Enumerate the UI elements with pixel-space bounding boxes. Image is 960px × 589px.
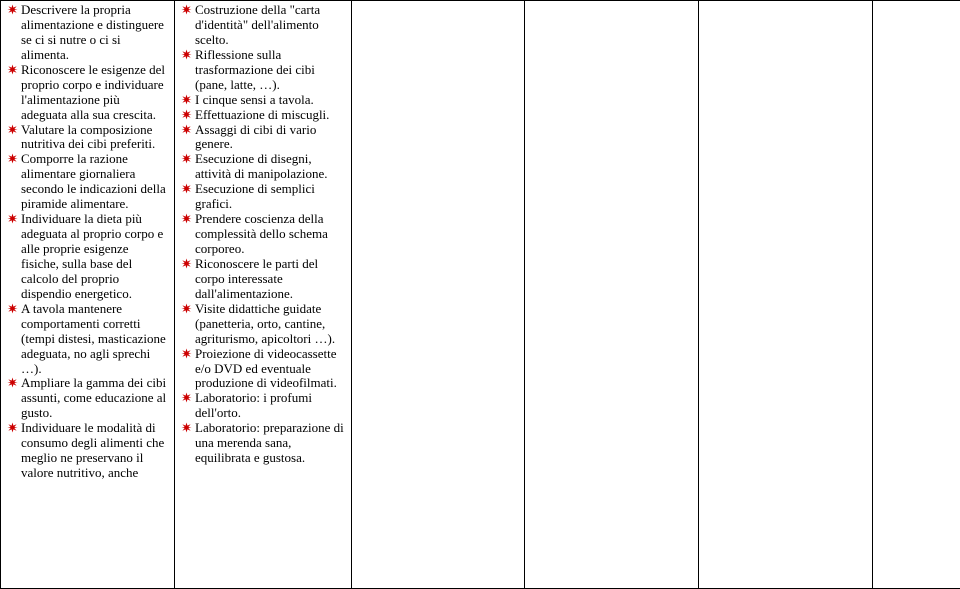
burst-icon	[7, 302, 21, 314]
list-item: Laboratorio: preparazione di una merenda…	[181, 421, 345, 466]
col1-list: Descrivere la propria alimentazione e di…	[1, 1, 174, 483]
list-item-text: Prendere coscienza della complessità del…	[195, 212, 345, 257]
list-item-text: Assaggi di cibi di vario genere.	[195, 123, 345, 153]
burst-icon	[181, 421, 195, 433]
burst-icon	[181, 212, 195, 224]
cell-col-3	[352, 1, 525, 589]
burst-icon	[181, 93, 195, 105]
burst-icon	[7, 376, 21, 388]
list-item-text: Comporre la razione alimentare giornalie…	[21, 152, 168, 212]
burst-icon	[181, 3, 195, 15]
list-item: Comporre la razione alimentare giornalie…	[7, 152, 168, 212]
burst-icon	[181, 347, 195, 359]
list-item: Ampliare la gamma dei cibi assunti, come…	[7, 376, 168, 421]
list-item: Visite didattiche guidate (panetteria, o…	[181, 302, 345, 347]
cell-col-4	[525, 1, 699, 589]
burst-icon	[181, 257, 195, 269]
list-item: Esecuzione di semplici grafici.	[181, 182, 345, 212]
burst-icon	[7, 152, 21, 164]
list-item: Esecuzione di disegni, attività di manip…	[181, 152, 345, 182]
list-item: Effettuazione di miscugli.	[181, 108, 345, 123]
cell-col-2: Costruzione della "carta d'identità" del…	[175, 1, 352, 589]
list-item: Assaggi di cibi di vario genere.	[181, 123, 345, 153]
list-item-text: Individuare le modalità di consumo degli…	[21, 421, 168, 481]
list-item-text: Costruzione della "carta d'identità" del…	[195, 3, 345, 48]
burst-icon	[181, 302, 195, 314]
burst-icon	[7, 212, 21, 224]
list-item-text: Individuare la dieta più adeguata al pro…	[21, 212, 168, 302]
burst-icon	[181, 123, 195, 135]
list-item-text: Valutare la composizione nutritiva dei c…	[21, 123, 168, 153]
list-item: Riconoscere le parti del corpo interessa…	[181, 257, 345, 302]
burst-icon	[181, 152, 195, 164]
list-item-text: Ampliare la gamma dei cibi assunti, come…	[21, 376, 168, 421]
list-item-text: Descrivere la propria alimentazione e di…	[21, 3, 168, 63]
list-item: Riflessione sulla trasformazione dei cib…	[181, 48, 345, 93]
burst-icon	[7, 63, 21, 75]
cell-col-5	[699, 1, 873, 589]
list-item: Descrivere la propria alimentazione e di…	[7, 3, 168, 63]
cell-col-6	[873, 1, 960, 589]
burst-icon	[181, 391, 195, 403]
list-item-text: Esecuzione di disegni, attività di manip…	[195, 152, 345, 182]
list-item: Individuare le modalità di consumo degli…	[7, 421, 168, 481]
page: Descrivere la propria alimentazione e di…	[0, 0, 960, 589]
list-item: Individuare la dieta più adeguata al pro…	[7, 212, 168, 302]
list-item: Proiezione di videocassette e/o DVD ed e…	[181, 347, 345, 392]
list-item-text: Visite didattiche guidate (panetteria, o…	[195, 302, 345, 347]
table-row: Descrivere la propria alimentazione e di…	[1, 1, 960, 589]
list-item: Costruzione della "carta d'identità" del…	[181, 3, 345, 48]
cell-col-1: Descrivere la propria alimentazione e di…	[1, 1, 175, 589]
list-item-text: A tavola mantenere comportamenti corrett…	[21, 302, 168, 377]
list-item-text: Laboratorio: i profumi dell'orto.	[195, 391, 345, 421]
list-item-text: Laboratorio: preparazione di una merenda…	[195, 421, 345, 466]
list-item: Prendere coscienza della complessità del…	[181, 212, 345, 257]
list-item-text: Riconoscere le parti del corpo interessa…	[195, 257, 345, 302]
list-item-text: Riflessione sulla trasformazione dei cib…	[195, 48, 345, 93]
list-item-text: Riconoscere le esigenze del proprio corp…	[21, 63, 168, 123]
burst-icon	[181, 182, 195, 194]
col2-list: Costruzione della "carta d'identità" del…	[175, 1, 351, 468]
list-item: I cinque sensi a tavola.	[181, 93, 345, 108]
list-item: A tavola mantenere comportamenti corrett…	[7, 302, 168, 377]
content-table: Descrivere la propria alimentazione e di…	[0, 0, 960, 589]
list-item-text: Proiezione di videocassette e/o DVD ed e…	[195, 347, 345, 392]
list-item: Laboratorio: i profumi dell'orto.	[181, 391, 345, 421]
burst-icon	[181, 48, 195, 60]
burst-icon	[7, 123, 21, 135]
list-item-text: Esecuzione di semplici grafici.	[195, 182, 345, 212]
list-item-text: Effettuazione di miscugli.	[195, 108, 345, 123]
burst-icon	[181, 108, 195, 120]
list-item: Valutare la composizione nutritiva dei c…	[7, 123, 168, 153]
list-item: Riconoscere le esigenze del proprio corp…	[7, 63, 168, 123]
list-item-text: I cinque sensi a tavola.	[195, 93, 345, 108]
burst-icon	[7, 3, 21, 15]
burst-icon	[7, 421, 21, 433]
